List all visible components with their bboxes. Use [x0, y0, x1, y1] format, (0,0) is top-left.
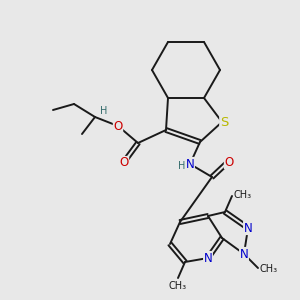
- Text: CH₃: CH₃: [234, 190, 252, 200]
- Text: O: O: [113, 119, 123, 133]
- Text: N: N: [204, 251, 212, 265]
- Text: O: O: [119, 157, 129, 169]
- Text: N: N: [244, 221, 252, 235]
- Text: H: H: [178, 161, 186, 171]
- Text: O: O: [224, 155, 234, 169]
- Text: N: N: [186, 158, 194, 170]
- Text: CH₃: CH₃: [169, 281, 187, 291]
- Text: CH₃: CH₃: [260, 264, 278, 274]
- Text: H: H: [100, 106, 108, 116]
- Text: S: S: [220, 116, 228, 128]
- Text: N: N: [240, 248, 248, 260]
